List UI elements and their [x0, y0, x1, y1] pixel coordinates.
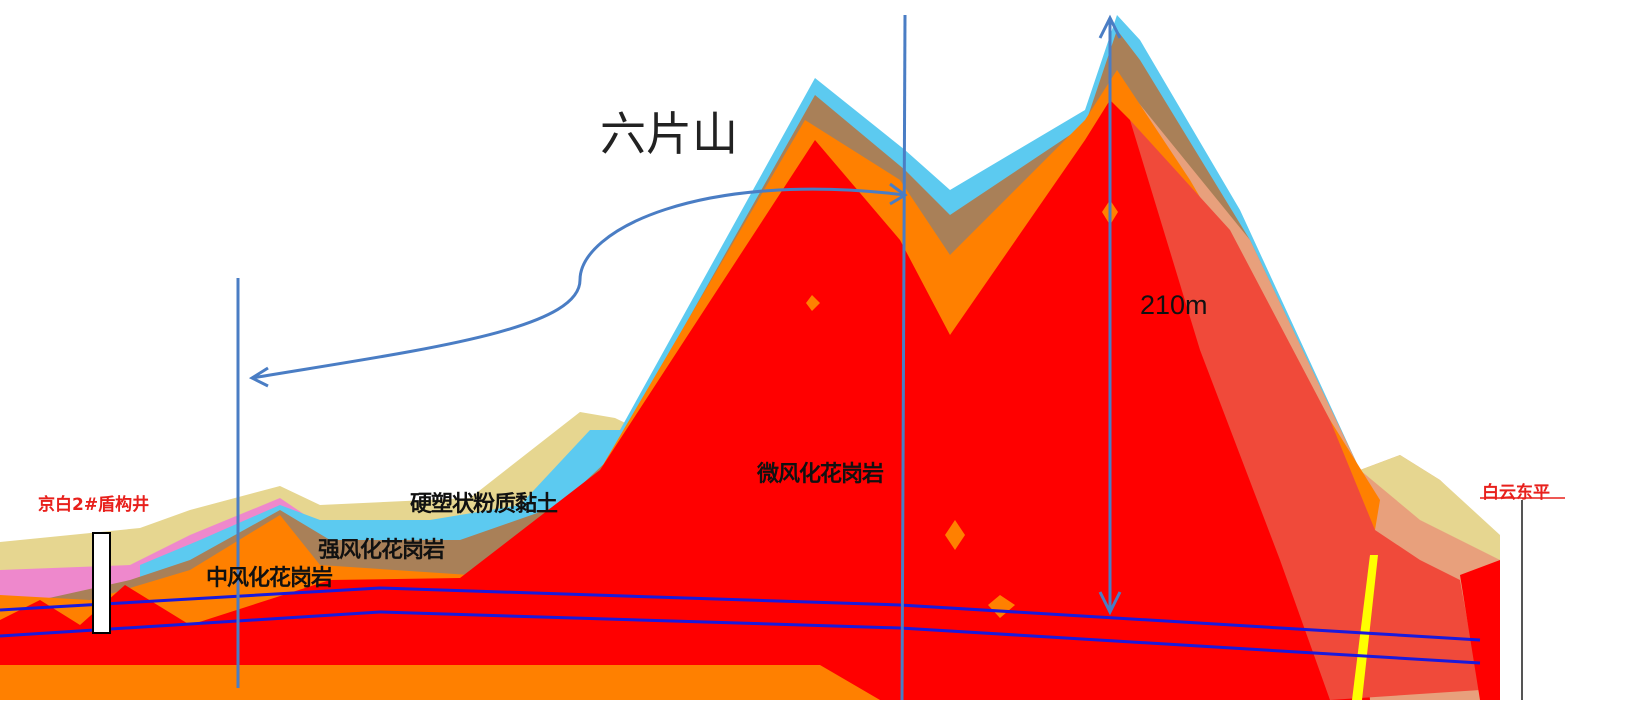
arrowhead-icon — [1098, 591, 1122, 616]
label-clay: 硬塑状粉质黏土 — [410, 491, 558, 517]
label-strongly-weathered: 强风化花岗岩 — [318, 537, 445, 563]
lens — [945, 520, 965, 550]
station-right: 白云东平 — [1482, 483, 1550, 503]
station-left: 京白2#盾构井 — [38, 495, 150, 515]
section-line-center — [900, 14, 907, 701]
curved-arrow — [251, 187, 906, 380]
fault-zone — [1130, 120, 1480, 700]
arrowhead-icon — [248, 366, 269, 388]
arrowhead-icon — [1098, 14, 1122, 39]
slightly-weathered-core — [0, 100, 1370, 700]
right-hill-clay — [1360, 455, 1500, 560]
arrowhead-icon — [889, 182, 908, 206]
mountain-name: 六片山 — [600, 107, 738, 161]
lens — [988, 595, 1015, 618]
label-moderately-weathered: 中风化花岗岩 — [206, 565, 333, 591]
right-red-block — [1460, 560, 1500, 700]
tunnel-line-lower — [0, 610, 1481, 665]
shield-shaft — [92, 532, 111, 634]
yellow-dike — [1352, 555, 1378, 700]
label-slightly-weathered: 微风化花岗岩 — [757, 461, 884, 487]
tunnel-line-upper — [0, 586, 1481, 642]
height-label: 210m — [1140, 290, 1208, 320]
lens — [806, 295, 820, 311]
